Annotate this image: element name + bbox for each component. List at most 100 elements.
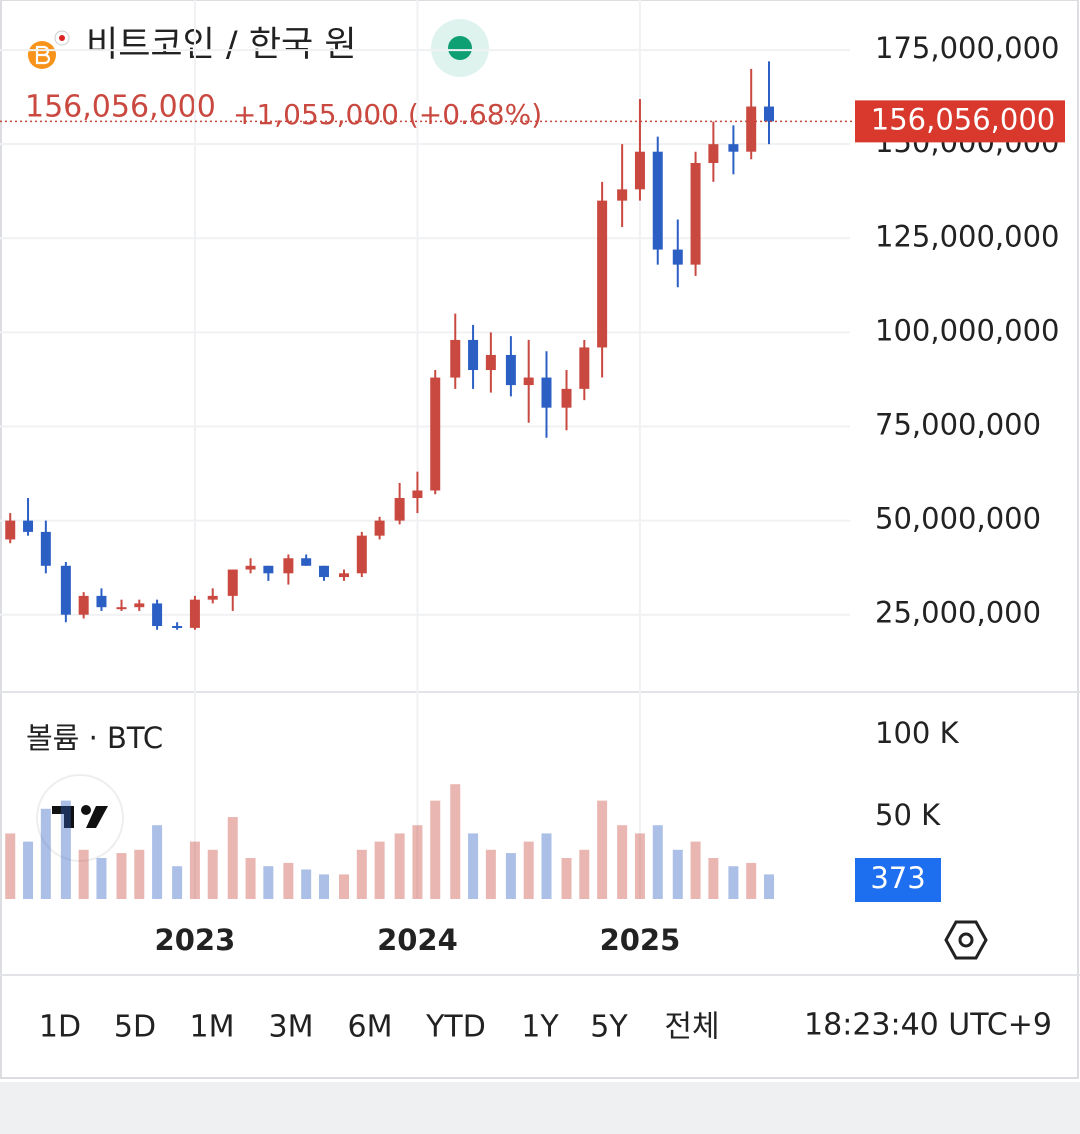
y-tick-label: 175,000,000 (875, 31, 1060, 65)
last-price-label: 156,056,000 (871, 102, 1056, 136)
range-button[interactable]: 6M (348, 1010, 393, 1045)
candle-body (708, 144, 719, 163)
candle-body (60, 565, 71, 615)
status-dot (448, 36, 472, 60)
volume-bar (374, 841, 385, 899)
x-tick-label: 2025 (600, 923, 681, 957)
range-button[interactable]: 5D (114, 1010, 156, 1045)
candle-body (617, 189, 628, 201)
volume-bar (23, 841, 34, 899)
candle-body (764, 106, 775, 122)
last-price-box (855, 100, 1065, 143)
candle-body (5, 520, 16, 540)
volume-bar (672, 849, 683, 899)
candle-body (412, 490, 423, 499)
volume-bar (318, 874, 329, 899)
volume-bar (541, 833, 552, 899)
candle-body (672, 249, 683, 265)
y2-tick-label: 100 K (875, 716, 960, 750)
volume-bar (356, 849, 367, 899)
range-button[interactable]: 1M (190, 1010, 235, 1045)
volume-bar (189, 841, 200, 899)
volume-bar (764, 874, 775, 899)
volume-bar (430, 800, 441, 899)
panel-frame (0, 0, 1079, 1079)
volume-bar (116, 853, 127, 899)
y2-tick-label: 50 K (875, 798, 941, 832)
title: 비트코인 / 한국 원 (86, 25, 357, 65)
volume-bar (394, 833, 405, 899)
candle-body (172, 626, 183, 629)
volume-bar (485, 849, 496, 899)
volume-bar (746, 862, 757, 899)
volume-bar (579, 849, 590, 899)
volume-bar (172, 866, 183, 899)
candle-body (579, 347, 590, 389)
volume-bar (690, 841, 701, 899)
volume-bar (597, 800, 608, 899)
candle-body (485, 354, 496, 371)
range-button[interactable]: 1D (39, 1010, 81, 1045)
y-tick-label: 125,000,000 (875, 219, 1060, 253)
x-tick-label: 2024 (377, 923, 458, 957)
x-tick-label: 2023 (155, 923, 236, 957)
candle-body (263, 565, 274, 574)
candle-body (728, 144, 739, 152)
candle-body (523, 377, 534, 386)
volume-bar (40, 808, 51, 899)
y-tick-label: 50,000,000 (875, 502, 1041, 536)
volume-bar (301, 869, 312, 899)
volume-bar (60, 800, 71, 899)
volume-badge (855, 858, 941, 902)
y-tick-label: 100,000,000 (875, 313, 1060, 347)
candle-body (430, 377, 441, 491)
y-tick-label: 25,000,000 (875, 596, 1041, 630)
settings-icon[interactable] (944, 920, 988, 960)
volume-bar (561, 858, 572, 899)
range-button[interactable]: 3M (269, 1010, 314, 1045)
candle-body (634, 151, 645, 190)
candle-body (116, 607, 127, 610)
volume-bar (634, 833, 645, 899)
change: +1,055,000 (+0.68%) (233, 98, 542, 131)
volume-bar (523, 841, 534, 899)
range-button[interactable]: YTD (425, 1010, 486, 1045)
candle-body (78, 595, 89, 615)
range-button[interactable]: 전체 (664, 1010, 719, 1045)
candle-body (394, 498, 405, 521)
range-button[interactable]: 1Y (521, 1010, 559, 1045)
candle-body (541, 377, 552, 408)
volume-bar (245, 858, 256, 899)
candle-body (374, 520, 385, 536)
volume-bar (450, 784, 461, 899)
volume-bar (283, 862, 294, 899)
volume-bar (5, 833, 16, 899)
range-button[interactable]: 5Y (590, 1010, 628, 1045)
volume-bar (78, 849, 89, 899)
volume-bar (263, 866, 274, 899)
volume-badge-label: 373 (870, 861, 925, 895)
candle-body (23, 520, 34, 532)
volume-bar (652, 825, 663, 899)
volume-bar (152, 825, 163, 899)
candle-body (339, 573, 350, 578)
tradingview-logo (36, 774, 124, 862)
candle-body (505, 354, 516, 386)
candle-body (245, 565, 256, 570)
volume-bar (617, 825, 628, 899)
volume-bar (207, 849, 218, 899)
y-tick-label: 75,000,000 (875, 407, 1041, 441)
price: 156,056,000 (25, 90, 216, 125)
page-bg (0, 1082, 1080, 1134)
volume-title: 볼륨 · BTC (26, 721, 163, 755)
volume-bar (339, 874, 350, 899)
candle-body (96, 595, 107, 608)
candle-body (227, 569, 238, 596)
volume-bar (96, 858, 107, 899)
candle-body (652, 151, 663, 250)
candle-body (690, 162, 701, 265)
candle-body (597, 200, 608, 348)
volume-bar (412, 825, 423, 899)
bitcoin-icon (28, 30, 70, 69)
